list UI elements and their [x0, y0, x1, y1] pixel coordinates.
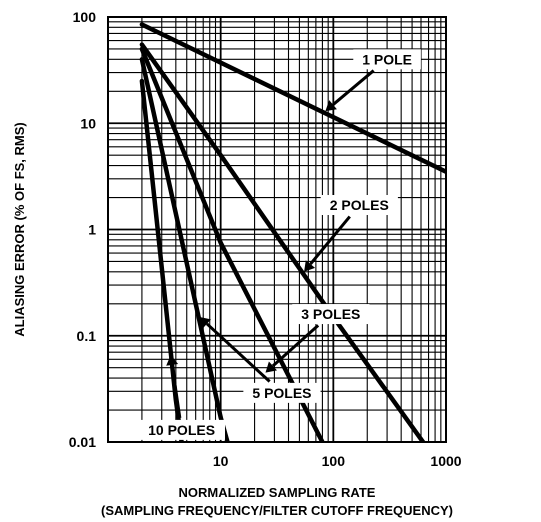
annotation-arrow-2-poles [309, 215, 351, 266]
grid-lines [107, 17, 446, 443]
annotation-box-3-poles [292, 304, 370, 325]
y-tick-label: 100 [73, 9, 97, 25]
y-tick-label: 1 [88, 222, 96, 238]
annotation-box-5-poles [243, 382, 321, 403]
series-annotations: 1 POLE 2 POLES 3 POLES 5 POLES 10 POLES [138, 49, 421, 440]
annotation-label-5-poles: 5 POLES [252, 385, 311, 401]
annotation-label-10-poles: 10 POLES [148, 422, 215, 438]
annotation-arrow-1-pole [332, 69, 375, 106]
annotation-arrowhead-3-poles [265, 361, 277, 373]
annotation-arrowhead-10-poles [166, 354, 179, 366]
series-line-2-poles [139, 42, 426, 442]
annotation-arrowhead-5-poles [199, 317, 211, 329]
series-line-3-poles [139, 46, 325, 442]
series-line-1-pole [139, 22, 446, 174]
x-tick-label: 100 [322, 453, 346, 469]
x-axis-label-secondary: (SAMPLING FREQUENCY/FILTER CUTOFF FREQUE… [101, 503, 453, 518]
annotation-arrowhead-2-poles [304, 260, 316, 272]
y-tick-label: 0.01 [69, 434, 96, 450]
x-axis-label: NORMALIZED SAMPLING RATE [179, 485, 376, 500]
annotation-box-2-poles [320, 195, 398, 216]
annotation-arrowhead-1-pole [325, 100, 337, 112]
plot-frame [107, 16, 447, 443]
y-tick-label: 10 [80, 115, 96, 131]
annotation-arrow-3-poles [271, 324, 320, 368]
y-tick-label: 0.1 [77, 328, 97, 344]
x-tick-label: 1000 [430, 453, 461, 469]
annotation-arrow-10-poles [170, 364, 182, 419]
annotation-label-2-poles: 2 POLES [330, 197, 389, 213]
x-tick-label: 10 [213, 453, 229, 469]
tick-labels: 100 10 1 0.1 0.01 10 100 1000 [69, 9, 462, 469]
annotation-arrow-5-poles [205, 322, 271, 383]
annotation-label-1-pole: 1 POLE [362, 51, 412, 67]
annotation-box-10-poles [138, 419, 225, 440]
annotation-label-3-poles: 3 POLES [301, 306, 360, 322]
series-line-5-poles [139, 57, 230, 442]
y-axis-label: ALIASING ERROR (% OF FS, RMS) [12, 122, 27, 337]
annotation-box-1-pole [353, 49, 421, 70]
